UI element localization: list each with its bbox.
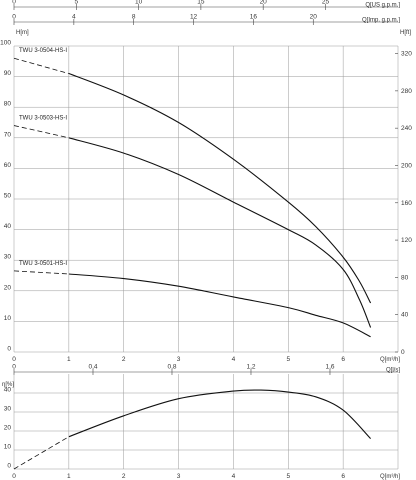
head-y-tick-label: 90	[4, 70, 12, 77]
top-axis-1-tick-label: 10	[135, 0, 143, 6]
top-axis-2-label: Q[Imp. g.p.m.]	[362, 18, 400, 24]
head-curve-2-dashed	[13, 125, 69, 139]
head-x-tick-label: 0	[12, 356, 16, 363]
top-axis-1-label: Q[US g.p.m.]	[365, 3, 400, 9]
head-y-tick-label: 10	[4, 315, 12, 322]
head-y-tick-label: 40	[4, 223, 12, 230]
head-right-tick-label: 160	[401, 200, 412, 207]
eff-x-tick-label: 4	[232, 473, 236, 480]
eff-y-label: η[%]	[2, 382, 14, 388]
head-curve-3-label: TWU 3-0501-HS-I	[19, 261, 67, 267]
eff-x-tick-label: 6	[341, 473, 345, 480]
head-y-tick-label: 100	[0, 40, 11, 47]
head-y-label: H[m]	[16, 30, 29, 36]
lps-tick-label: 0,4	[88, 364, 97, 371]
eff-y-tick-label: 40	[4, 387, 12, 394]
head-x-tick-label: 6	[341, 356, 345, 363]
lps-tick-label: 1,6	[325, 364, 334, 371]
eff-x-tick-label: 0	[12, 473, 16, 480]
top-axis-2-tick-label: 12	[190, 14, 198, 21]
head-curve-3	[68, 273, 371, 338]
head-curve-2	[68, 137, 372, 328]
lps-axis-label: Q[l/s]	[386, 368, 400, 374]
head-y-right-label: H[ft]	[400, 30, 411, 36]
lps-tick-label: 0	[12, 364, 16, 371]
lps-tick-label: 0,8	[167, 364, 176, 371]
top-axis-1-tick-label: 25	[322, 0, 330, 6]
top-axis-1-tick-label: 5	[74, 0, 78, 6]
head-curve-panel: 0 5 10 15 20 250 4 8 12 16 20Q[US g.p.m.]Q[Imp. g.…	[0, 0, 412, 363]
head-right-tick-label: 280	[401, 88, 412, 95]
eff-y-tick-label: 20	[4, 425, 12, 432]
eff-x-label: Q[m³/h]	[380, 474, 400, 480]
top-axis-2-tick-label: 8	[132, 14, 136, 21]
top-axis-2-tick-label: 4	[72, 14, 76, 21]
efficiency-curve	[68, 389, 371, 439]
head-right-tick-label: 120	[401, 237, 412, 244]
top-axis-2-tick-label: 16	[250, 14, 258, 21]
head-y-tick-label: 50	[4, 193, 12, 200]
lps-tick-label: 1,2	[246, 364, 255, 371]
eff-x-tick-label: 1	[67, 473, 71, 480]
head-curve-3-dashed	[13, 270, 69, 275]
head-y-tick-label: 30	[4, 254, 12, 261]
eff-y-tick-label: 30	[4, 406, 12, 413]
top-axis-1-tick-label: 15	[197, 0, 205, 6]
head-x-tick-label: 3	[177, 356, 181, 363]
head-x-tick-label: 1	[67, 356, 71, 363]
head-x-tick-label: 4	[232, 356, 236, 363]
head-right-tick-label: 200	[401, 162, 412, 169]
head-y-tick-label: 80	[4, 101, 12, 108]
head-y-tick-label: 70	[4, 131, 12, 138]
head-x-label: Q[m³/h]	[380, 357, 400, 363]
head-right-tick-label: 240	[401, 125, 412, 132]
top-axis-1-tick-label: 0	[12, 0, 16, 6]
head-curve-1-label: TWU 3-0504-HS-I	[19, 48, 67, 54]
head-curve-1	[68, 72, 372, 304]
eff-y-tick-label: 10	[4, 444, 12, 451]
head-right-tick-label: 320	[401, 51, 412, 58]
top-axis-2-tick-label: 20	[310, 14, 318, 21]
head-right-tick-label: 0	[401, 349, 405, 356]
efficiency-curve-panel: 0 0,4 0,8 1,2 1,6 Q[l/s] 0 1 2 3 4 5 6 0 10 20 30 40η[%] Q…	[2, 364, 400, 480]
head-y-tick-label: 20	[4, 284, 12, 291]
head-y-tick-label: 60	[4, 162, 12, 169]
head-curve-1-dashed	[13, 57, 69, 74]
top-axis-1-tick-label: 20	[260, 0, 268, 6]
head-x-tick-label: 2	[122, 356, 126, 363]
head-right-tick-label: 80	[401, 274, 409, 281]
eff-x-tick-label: 2	[122, 473, 126, 480]
eff-y-tick-label: 0	[7, 463, 11, 470]
eff-x-tick-label: 5	[286, 473, 290, 480]
head-right-tick-label: 40	[401, 312, 409, 319]
head-x-tick-label: 5	[286, 356, 290, 363]
efficiency-curve-dashed	[13, 436, 70, 470]
eff-x-tick-label: 3	[177, 473, 181, 480]
top-axis-2-tick-label: 0	[12, 14, 16, 21]
head-curve-2-label: TWU 3-0503-HS-I	[19, 116, 67, 122]
head-y-tick-label: 0	[7, 346, 11, 353]
